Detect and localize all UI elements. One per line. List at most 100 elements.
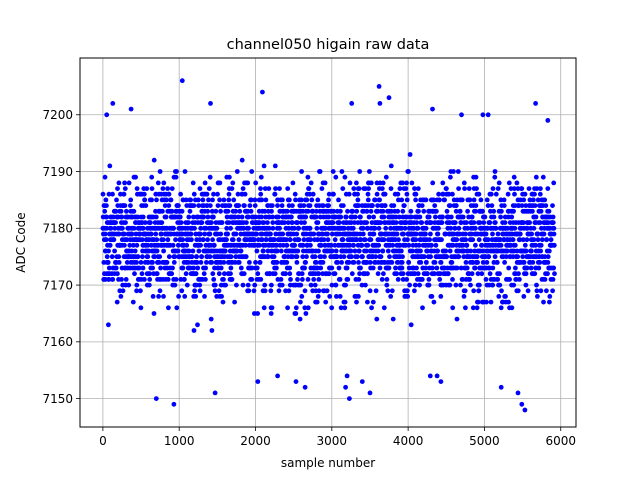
data-point	[225, 208, 231, 214]
data-point	[207, 231, 213, 237]
data-point	[306, 186, 312, 192]
data-point	[200, 197, 206, 203]
data-point	[369, 305, 374, 311]
data-point	[115, 271, 120, 277]
data-point	[492, 254, 498, 260]
y-tick-label: 7200	[42, 108, 73, 122]
data-point	[486, 254, 492, 260]
data-point	[374, 191, 380, 197]
data-point	[354, 180, 359, 186]
data-point	[334, 254, 340, 260]
data-point	[398, 248, 404, 254]
data-point	[517, 237, 523, 243]
data-point	[439, 220, 445, 226]
data-point	[124, 260, 130, 265]
data-point	[498, 214, 503, 220]
data-point	[425, 271, 430, 277]
data-point	[304, 197, 310, 203]
data-point	[122, 242, 127, 248]
data-point	[102, 231, 108, 237]
data-point	[197, 231, 203, 237]
x-tick-label: 4000	[393, 434, 424, 448]
data-point	[381, 305, 387, 311]
data-point	[456, 254, 462, 260]
data-point	[400, 180, 405, 186]
data-point	[356, 186, 362, 192]
data-point	[177, 214, 183, 220]
data-point	[331, 208, 336, 214]
data-point	[346, 260, 352, 265]
data-point	[189, 237, 194, 243]
data-point	[280, 231, 286, 237]
data-point	[354, 254, 360, 260]
data-point	[263, 197, 269, 203]
data-point	[518, 197, 523, 203]
data-point	[303, 260, 308, 265]
data-point	[383, 225, 389, 231]
data-point	[537, 220, 543, 226]
data-point	[211, 242, 217, 248]
data-point	[318, 265, 324, 271]
data-point	[337, 231, 343, 237]
data-point	[419, 220, 425, 226]
data-point	[272, 237, 277, 243]
data-point	[134, 288, 140, 294]
data-point	[130, 299, 136, 305]
data-point	[326, 203, 331, 209]
data-point	[495, 277, 501, 282]
data-point	[485, 203, 491, 209]
data-point-outlier	[519, 401, 525, 407]
data-point	[437, 197, 442, 203]
data-point	[304, 254, 309, 260]
data-point	[259, 197, 265, 203]
data-point	[483, 277, 489, 282]
data-point	[114, 197, 119, 203]
data-point-outlier	[343, 384, 348, 390]
data-point	[273, 231, 279, 237]
data-point	[464, 265, 470, 271]
data-point	[502, 260, 507, 265]
data-point	[161, 180, 167, 186]
data-point	[503, 254, 509, 260]
data-point	[439, 237, 444, 243]
data-point	[515, 288, 521, 294]
data-point	[164, 197, 169, 203]
data-point-outlier	[545, 118, 551, 123]
data-point	[131, 242, 136, 248]
data-point	[363, 282, 368, 288]
data-point	[450, 305, 456, 311]
data-point	[338, 214, 344, 220]
data-point	[368, 180, 374, 186]
data-point	[347, 180, 353, 186]
data-point	[499, 208, 504, 214]
data-point	[481, 220, 487, 226]
data-point	[159, 220, 165, 226]
data-point	[508, 186, 514, 192]
data-point	[462, 186, 467, 192]
data-point	[252, 282, 258, 288]
data-point-outlier	[459, 112, 464, 118]
data-point-outlier	[179, 78, 185, 84]
data-point	[248, 197, 254, 203]
data-point	[308, 237, 313, 243]
data-point	[373, 254, 378, 260]
data-point	[226, 220, 232, 226]
data-point	[210, 197, 215, 203]
data-point	[157, 254, 163, 260]
data-point	[315, 294, 321, 299]
data-point	[287, 265, 293, 271]
data-point	[352, 214, 358, 220]
data-point	[149, 186, 155, 192]
data-point	[268, 311, 274, 316]
data-point	[137, 231, 143, 237]
data-point	[334, 294, 339, 299]
data-point	[362, 237, 368, 243]
data-point	[511, 208, 516, 214]
data-point	[204, 260, 209, 265]
data-point	[433, 214, 438, 220]
data-point-outlier	[485, 112, 491, 118]
data-point-outlier	[208, 101, 213, 106]
data-point	[123, 220, 128, 226]
data-point	[390, 316, 396, 322]
data-point	[538, 242, 544, 248]
